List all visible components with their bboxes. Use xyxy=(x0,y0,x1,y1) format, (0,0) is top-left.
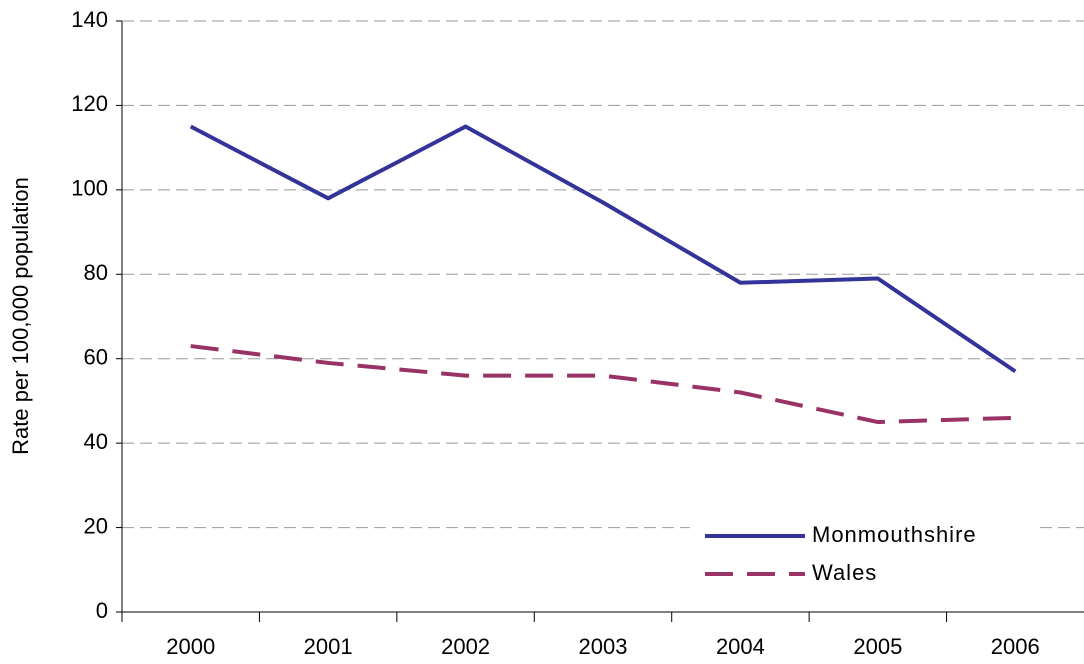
y-tick-label: 120 xyxy=(71,91,108,116)
x-tick-label: 2002 xyxy=(441,634,490,659)
legend-label: Wales xyxy=(812,560,877,585)
line-series xyxy=(189,124,1017,374)
x-tick-label: 2006 xyxy=(991,634,1040,659)
x-tick-label: 2005 xyxy=(853,634,902,659)
y-tick-label: 20 xyxy=(84,513,108,538)
legend: Monmouthshire Wales xyxy=(690,510,1035,596)
y-axis-label: Rate per 100,000 population xyxy=(8,177,33,455)
y-tick-label: 140 xyxy=(71,7,108,32)
x-tick-label: 2003 xyxy=(579,634,628,659)
x-tick-label: 2004 xyxy=(716,634,765,659)
y-tick-label: 80 xyxy=(84,260,108,285)
y-tick-label: 100 xyxy=(71,176,108,201)
y-tick-label: 0 xyxy=(96,598,108,623)
y-tick-label: 40 xyxy=(84,429,108,454)
x-tick-label: 2000 xyxy=(166,634,215,659)
x-tick-label: 2001 xyxy=(304,634,353,659)
y-tick-label: 60 xyxy=(84,345,108,370)
legend-label: Monmouthshire xyxy=(812,522,977,547)
line-series xyxy=(190,344,1016,425)
legend-box xyxy=(690,510,1035,596)
